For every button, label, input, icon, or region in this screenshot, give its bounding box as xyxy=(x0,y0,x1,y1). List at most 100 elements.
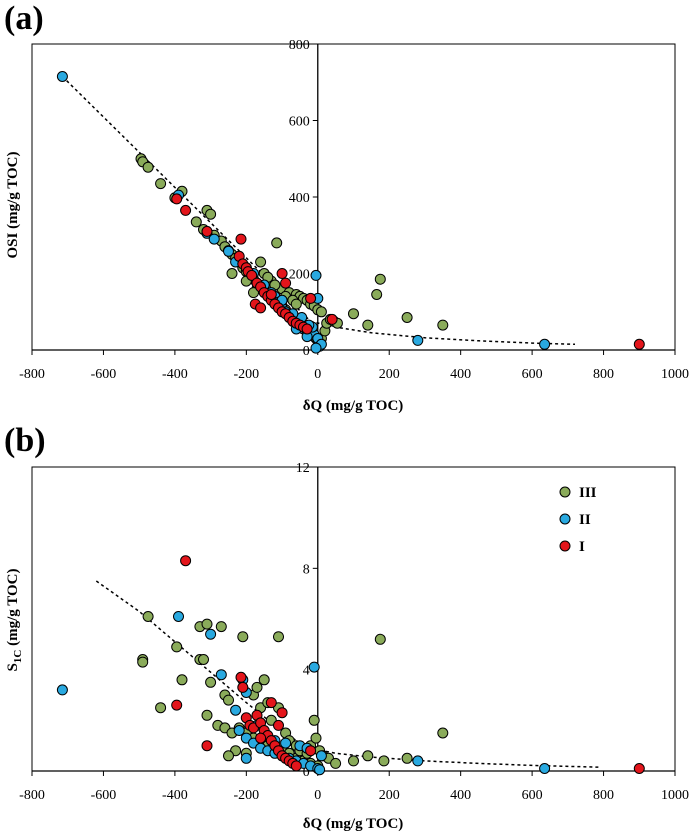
panel-b-point-type-II xyxy=(314,764,326,776)
panel-a-plot-frame xyxy=(31,43,676,351)
panel-b-point-type-III xyxy=(223,694,234,706)
panel-a-point-type-III xyxy=(226,268,238,279)
panel-b-point-type-I xyxy=(180,555,192,567)
panel-b-point-type-II xyxy=(412,755,424,767)
panel-a-point-type-II xyxy=(412,334,424,346)
panel-b-point-type-II xyxy=(315,750,327,762)
panel-b-legend-label-I: I xyxy=(579,539,585,555)
panel-b-point-type-III xyxy=(155,702,167,714)
panel-b-point-type-II xyxy=(280,737,292,749)
panel-b-point-type-II xyxy=(233,725,245,736)
panel-a-point-type-III xyxy=(190,216,202,228)
panel-b-point-type-III xyxy=(215,621,227,633)
panel-a-x-tick-label: 400 xyxy=(450,367,471,382)
panel-b-y-axis-title-main: S xyxy=(5,663,21,671)
panel-a-point-type-III xyxy=(401,312,413,323)
panel-b-point-type-I xyxy=(235,671,247,683)
panel-b-point-type-II xyxy=(56,684,68,696)
panel-b-x-tick-label: -800 xyxy=(19,788,45,803)
panel-a-x-tick-label: 0 xyxy=(314,367,321,382)
panel-b-point-type-I xyxy=(290,760,302,772)
panel-b-point-type-III xyxy=(378,755,390,767)
panel-b-point-type-III xyxy=(330,757,342,769)
panel-b-point-type-I xyxy=(273,719,284,731)
panel-a-y-tick-label: 200 xyxy=(289,268,310,283)
panel-a-point-type-III xyxy=(290,298,302,310)
panel-b: (b) -800 -600 -400 -200 0 200 400 600 800 1000 0 4 8… xyxy=(4,422,689,832)
panel-b-y-axis-title-rest: (mg/g TOC) xyxy=(5,569,21,650)
panel-a-point-type-I xyxy=(280,277,292,289)
panel-b-x-tick-label: 800 xyxy=(593,788,614,803)
panel-b-legend-marker-II xyxy=(559,513,571,525)
panel-b-x-tick-label: 0 xyxy=(314,788,321,803)
panel-b-legend-marker-I xyxy=(559,540,571,552)
panel-a-point-type-II xyxy=(223,245,234,257)
panel-b-point-type-I xyxy=(255,732,267,744)
panel-a-point-type-I xyxy=(326,313,338,325)
panel-a-point-type-III xyxy=(348,308,359,320)
panel-b-x-tick-label: 400 xyxy=(450,788,471,803)
panel-a-point-type-III xyxy=(437,319,449,331)
panel-b-point-type-II xyxy=(173,611,184,622)
panel-a-x-tick-label: -800 xyxy=(19,367,45,382)
panel-b-y-axis-title: S1C (mg/g TOC) xyxy=(5,569,24,672)
panel-b-point-type-I xyxy=(633,763,645,774)
panel-a-point-type-I xyxy=(201,225,213,237)
panel-b-point-type-III xyxy=(237,631,249,643)
panel-b-point-type-III xyxy=(258,674,270,686)
panel-b-point-type-III xyxy=(176,674,188,686)
panel-b-y-tick-label: 8 xyxy=(303,562,310,577)
panel-b-y-tick-label: 4 xyxy=(303,664,310,679)
panel-b-point-type-III xyxy=(362,750,374,762)
panel-a-point-type-II xyxy=(310,342,322,354)
panel-a-point-type-II xyxy=(208,233,220,245)
panel-b-legend-label-II: II xyxy=(579,512,591,528)
panel-b-point-type-III xyxy=(142,611,154,622)
panel-a-point-type-III xyxy=(315,306,327,318)
panel-b-point-type-I xyxy=(237,681,249,693)
panel-b-point-type-III xyxy=(437,727,449,739)
panel-a-y-axis-title: OSI (mg/g TOC) xyxy=(5,152,21,259)
panel-a-point-type-III xyxy=(142,161,154,173)
panel-a-x-tick-label: 1000 xyxy=(661,367,689,382)
panel-b-x-tick-label: -200 xyxy=(233,788,259,803)
panel-a-label: (a) xyxy=(4,0,44,37)
panel-b-label: (b) xyxy=(4,422,46,459)
panel-a-point-type-III xyxy=(205,208,217,220)
panel-a-point-type-I xyxy=(235,233,247,245)
panel-a-point-type-I xyxy=(305,292,317,304)
panel-b-x-tick-label: 1000 xyxy=(661,788,689,803)
panel-b-point-type-III xyxy=(171,641,183,653)
panel-b-legend-marker-III xyxy=(559,486,571,498)
panel-b-point-type-III xyxy=(251,681,263,693)
panel-b-point-type-II xyxy=(205,628,217,640)
panel-b-point-type-II xyxy=(215,669,227,681)
panel-a-x-tick-label: -200 xyxy=(233,367,259,382)
panel-a-point-type-I xyxy=(633,338,645,350)
panel-a-point-type-III xyxy=(248,287,259,299)
panel-a-point-type-III xyxy=(271,237,283,249)
panel-a-point-type-III xyxy=(374,273,386,285)
panel-a-x-tick-label: 200 xyxy=(379,367,400,382)
panel-b-point-type-III xyxy=(137,656,149,668)
panel-b-point-type-III xyxy=(310,732,322,744)
panel-b-x-tick-label: -400 xyxy=(162,788,188,803)
panel-b-point-type-III xyxy=(205,676,217,688)
panel-a-point-type-I xyxy=(276,268,288,279)
panel-b-point-type-III xyxy=(374,633,386,645)
panel-b-trendline xyxy=(95,580,601,768)
panel-b-point-type-I xyxy=(265,697,277,709)
panel-b-point-type-III xyxy=(201,709,213,721)
panel-b-x-tick-label: 200 xyxy=(379,788,400,803)
panel-b-point-type-I xyxy=(201,740,213,752)
panel-a-x-tick-label: -400 xyxy=(162,367,188,382)
panel-b-point-type-II xyxy=(308,661,320,673)
panel-b-y-axis-title-sub: 1C xyxy=(12,650,24,664)
panel-b-y-tick-label: 12 xyxy=(296,461,310,476)
panel-a-point-type-II xyxy=(539,338,551,350)
panel-a-point-type-III xyxy=(371,289,383,300)
panel-b-point-type-III xyxy=(273,631,284,643)
panel-b-point-type-I xyxy=(305,745,317,757)
panel-a-point-type-I xyxy=(265,289,277,300)
